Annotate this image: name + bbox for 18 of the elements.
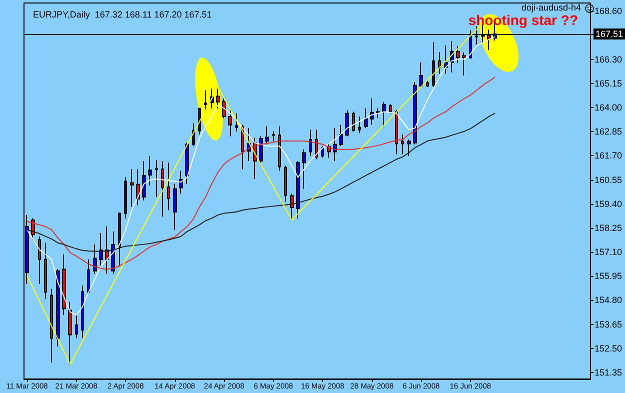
y-tick-label: 151.35 — [594, 368, 622, 378]
y-tick-label: 152.50 — [594, 343, 622, 354]
y-tick-label: 165.15 — [594, 78, 622, 88]
y-tick-label: 160.55 — [594, 174, 622, 185]
text: doji-audusd-h4 — [521, 2, 582, 12]
text: EURJPY,Daily 167.32 168.11 167.20 167.51 — [33, 10, 212, 20]
y-tick-label: 157.10 — [594, 247, 622, 258]
y-tick-label: 168.60 — [594, 6, 622, 16]
y-tick-label: 164.00 — [594, 102, 622, 113]
y-tick-label: 158.25 — [594, 222, 622, 233]
y-tick-label: 162.85 — [594, 126, 622, 137]
ref-line-label: 167.51 — [595, 29, 624, 39]
y-tick-label: 154.80 — [594, 295, 622, 306]
y-tick-label: 153.65 — [594, 319, 622, 330]
y-tick-label: 166.30 — [594, 54, 622, 64]
y-tick-label: 161.70 — [594, 150, 622, 161]
y-tick-label: 159.40 — [594, 198, 622, 209]
y-tick-label: 155.95 — [594, 271, 622, 282]
